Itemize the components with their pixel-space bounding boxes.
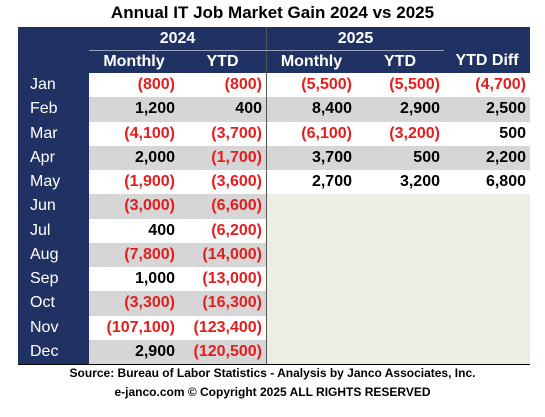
month-label: Apr xyxy=(18,145,89,170)
cell-monthly-2024: (800) xyxy=(89,73,179,98)
cell-monthly-2024: (3,300) xyxy=(89,291,179,316)
cell-ytd-2024: (800) xyxy=(179,73,267,98)
cell-ytd-diff: 6,800 xyxy=(444,170,530,195)
cell-ytd-2025-empty xyxy=(356,267,444,292)
month-label: Mar xyxy=(18,121,89,146)
month-label: Jan xyxy=(18,73,89,98)
cell-monthly-2024: 400 xyxy=(89,218,179,243)
cell-ytd-2025: 2,900 xyxy=(356,97,444,122)
cell-monthly-2025: 2,700 xyxy=(267,170,356,195)
cell-ytd-2024: (123,400) xyxy=(179,315,267,340)
cell-ytd-diff-empty xyxy=(444,218,530,243)
cell-ytd-diff-empty xyxy=(444,267,530,292)
month-label: May xyxy=(18,170,89,195)
header-year-2024: 2024 xyxy=(89,27,267,50)
cell-ytd-diff: (4,700) xyxy=(444,73,530,98)
month-label: Dec xyxy=(18,339,89,364)
cell-monthly-2024: 1,000 xyxy=(89,267,179,292)
header-ytd-2024: YTD xyxy=(179,50,267,73)
cell-ytd-2025: (3,200) xyxy=(356,121,444,146)
cell-monthly-2025-empty xyxy=(267,242,356,267)
cell-monthly-2025: 3,700 xyxy=(267,145,356,170)
cell-ytd-diff-empty xyxy=(444,339,530,364)
cell-ytd-2025-empty xyxy=(356,315,444,340)
cell-ytd-2025: 3,200 xyxy=(356,170,444,195)
cell-monthly-2024: 2,900 xyxy=(89,339,179,364)
corner-cell xyxy=(18,27,89,73)
cell-ytd-2025-empty xyxy=(356,218,444,243)
cell-monthly-2024: 1,200 xyxy=(89,97,179,122)
job-gain-table: 2024 2025 YTD Diff Monthly YTD Monthly Y… xyxy=(18,27,530,365)
cell-monthly-2024: 2,000 xyxy=(89,145,179,170)
cell-ytd-2025-empty xyxy=(356,242,444,267)
cell-ytd-2025-empty xyxy=(356,194,444,219)
month-label: Feb xyxy=(18,97,89,122)
cell-ytd-diff: 2,500 xyxy=(444,97,530,122)
cell-ytd-2024: 400 xyxy=(179,97,267,122)
cell-ytd-2025-empty xyxy=(356,339,444,364)
cell-monthly-2024: (7,800) xyxy=(89,242,179,267)
cell-ytd-diff-empty xyxy=(444,194,530,219)
header-ytd-diff: YTD Diff xyxy=(444,27,530,73)
month-label: Jul xyxy=(18,218,89,243)
header-monthly-2025: Monthly xyxy=(267,50,356,73)
month-label: Nov xyxy=(18,315,89,340)
cell-monthly-2025-empty xyxy=(267,315,356,340)
cell-monthly-2025-empty xyxy=(267,267,356,292)
cell-monthly-2025: (6,100) xyxy=(267,121,356,146)
cell-monthly-2024: (4,100) xyxy=(89,121,179,146)
cell-monthly-2025-empty xyxy=(267,218,356,243)
cell-monthly-2025: 8,400 xyxy=(267,97,356,122)
month-label: Jun xyxy=(18,194,89,219)
table-title: Annual IT Job Market Gain 2024 vs 2025 xyxy=(110,3,435,22)
cell-ytd-2024: (1,700) xyxy=(179,145,267,170)
cell-ytd-2024: (120,500) xyxy=(179,339,267,364)
cell-ytd-diff: 500 xyxy=(444,121,530,146)
copyright-note: e-janco.com © Copyright 2025 ALL RIGHTS … xyxy=(114,385,431,399)
cell-ytd-2025: (5,500) xyxy=(356,73,444,98)
month-label: Aug xyxy=(18,242,89,267)
cell-monthly-2024: (1,900) xyxy=(89,170,179,195)
header-year-2025: 2025 xyxy=(267,27,444,50)
cell-monthly-2024: (3,000) xyxy=(89,194,179,219)
cell-ytd-2024: (3,700) xyxy=(179,121,267,146)
cell-ytd-2024: (16,300) xyxy=(179,291,267,316)
month-label: Oct xyxy=(18,291,89,316)
cell-ytd-2024: (6,600) xyxy=(179,194,267,219)
header-monthly-2024: Monthly xyxy=(89,50,179,73)
month-label: Sep xyxy=(18,267,89,292)
cell-monthly-2025: (5,500) xyxy=(267,73,356,98)
header-ytd-2025: YTD xyxy=(356,50,444,73)
cell-monthly-2025-empty xyxy=(267,291,356,316)
cell-monthly-2025-empty xyxy=(267,339,356,364)
cell-ytd-diff-empty xyxy=(444,315,530,340)
cell-monthly-2025-empty xyxy=(267,194,356,219)
cell-ytd-diff-empty xyxy=(444,291,530,316)
cell-ytd-2024: (13,000) xyxy=(179,267,267,292)
cell-ytd-2025: 500 xyxy=(356,145,444,170)
cell-ytd-2024: (3,600) xyxy=(179,170,267,195)
cell-ytd-2025-empty xyxy=(356,291,444,316)
cell-ytd-diff-empty xyxy=(444,242,530,267)
cell-ytd-diff: 2,200 xyxy=(444,145,530,170)
cell-ytd-2024: (14,000) xyxy=(179,242,267,267)
cell-monthly-2024: (107,100) xyxy=(89,315,179,340)
cell-ytd-2024: (6,200) xyxy=(179,218,267,243)
source-note: Source: Bureau of Labor Statistics - Ana… xyxy=(69,366,476,380)
